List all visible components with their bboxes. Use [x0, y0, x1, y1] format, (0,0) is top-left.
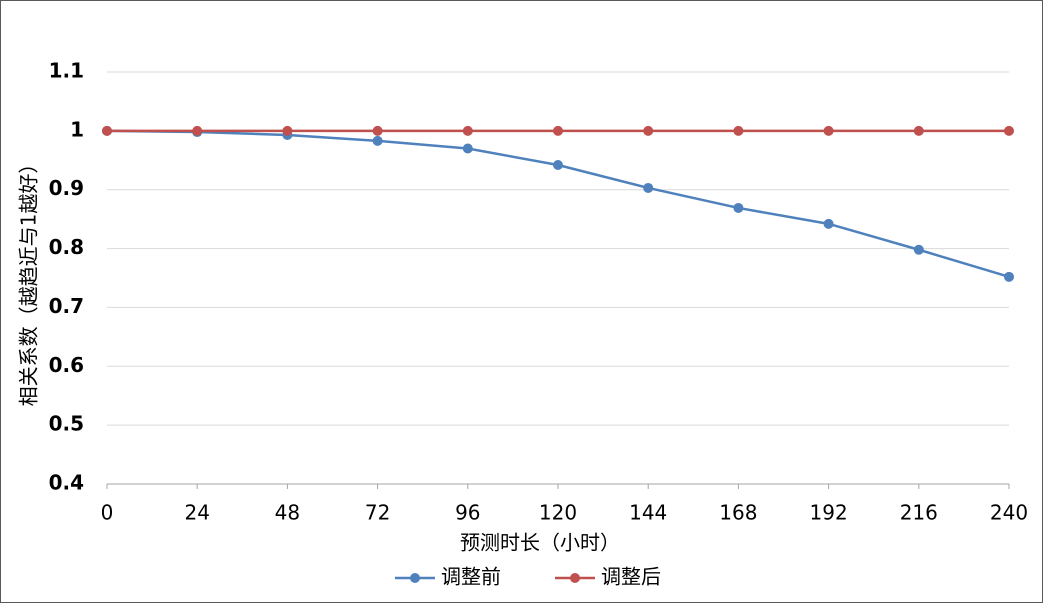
- x-tick-label: 168: [719, 501, 757, 525]
- data-point: [282, 125, 293, 136]
- data-point: [553, 159, 563, 170]
- y-tick-label: 0.5: [49, 412, 84, 436]
- y-axis-title: 相关系数（越趋近与1越好）: [17, 154, 41, 407]
- data-point: [462, 143, 473, 154]
- x-tick-label: 144: [629, 501, 667, 525]
- x-tick-label: 72: [365, 501, 390, 525]
- data-point: [372, 135, 383, 146]
- data-point: [733, 125, 744, 136]
- data-point: [643, 182, 654, 193]
- y-tick-label: 0.9: [49, 176, 84, 200]
- y-tick-label: 1.1: [49, 59, 84, 83]
- y-tick-label: 0.6: [49, 353, 84, 377]
- x-tick-label: 192: [810, 501, 848, 525]
- data-point: [913, 244, 924, 255]
- x-tick-label: 0: [101, 501, 114, 525]
- data-point: [1004, 125, 1014, 136]
- x-tick-label: 120: [539, 501, 577, 525]
- x-tick-label: 96: [455, 501, 480, 525]
- data-point: [733, 202, 744, 213]
- legend-marker: [410, 573, 420, 583]
- x-tick-label: 240: [990, 501, 1028, 525]
- data-point: [823, 125, 834, 136]
- x-tick-label: 24: [184, 501, 209, 525]
- y-tick-label: 1: [70, 117, 84, 141]
- legend-label: 调整前: [441, 565, 501, 589]
- legend-marker: [570, 573, 580, 583]
- x-tick-label: 216: [900, 501, 938, 525]
- data-point: [823, 218, 834, 229]
- x-axis-title: 预测时长（小时）: [460, 531, 620, 555]
- data-point: [192, 125, 203, 136]
- data-point: [913, 125, 924, 136]
- y-tick-label: 0.8: [49, 235, 84, 259]
- data-point: [643, 125, 654, 136]
- y-tick-label: 0.4: [49, 471, 84, 495]
- legend-label: 调整后: [601, 565, 661, 589]
- x-tick-label: 48: [275, 501, 300, 525]
- data-point: [102, 125, 112, 136]
- data-point: [553, 125, 563, 136]
- data-point: [462, 125, 473, 136]
- data-point: [372, 125, 383, 136]
- y-tick-label: 0.7: [49, 294, 84, 318]
- data-point: [1004, 271, 1014, 282]
